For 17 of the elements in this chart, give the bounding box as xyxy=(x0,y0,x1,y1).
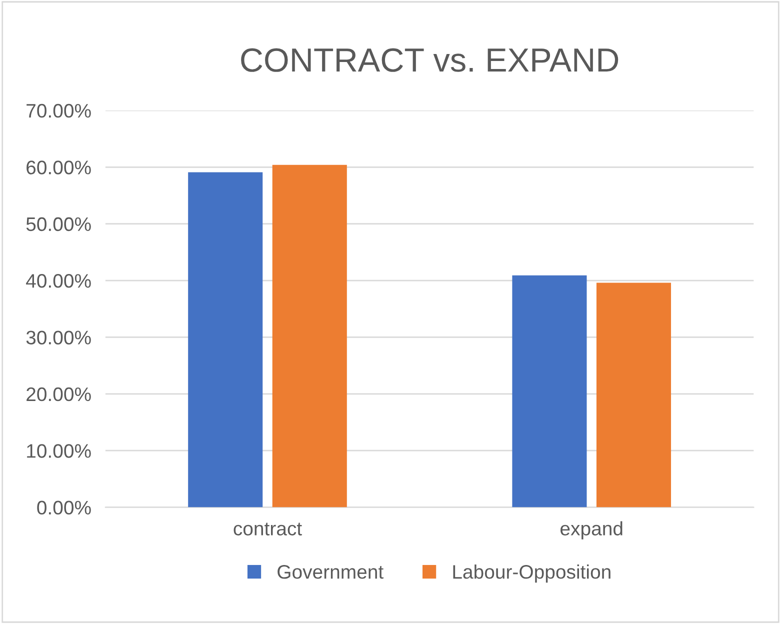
y-tick-label: 70.00% xyxy=(26,104,91,118)
bar xyxy=(188,172,263,508)
y-tick-label: 20.00% xyxy=(26,387,91,402)
bar xyxy=(596,282,672,508)
legend-label: Labour-Opposition xyxy=(453,564,610,583)
y-tick-label: 60.00% xyxy=(26,160,91,174)
bar xyxy=(272,164,347,508)
y-tick-label: 30.00% xyxy=(26,330,91,344)
y-tick-label: 0.00% xyxy=(37,500,91,515)
chart-title: CONTRACT vs. EXPAND xyxy=(241,48,618,72)
y-tick-label: 50.00% xyxy=(26,217,91,232)
y-tick-label: 40.00% xyxy=(26,274,91,288)
legend-label: Government xyxy=(278,565,384,579)
x-tick-label: expand xyxy=(560,521,622,540)
y-tick-label: 10.00% xyxy=(27,444,91,458)
bar xyxy=(512,275,587,508)
x-tick-label: contract xyxy=(234,522,302,536)
